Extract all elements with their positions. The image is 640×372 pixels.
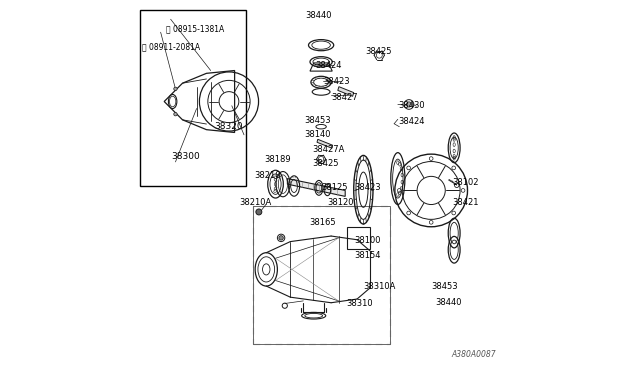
Polygon shape [317, 139, 333, 148]
Text: 38425: 38425 [365, 47, 392, 56]
Text: 38210: 38210 [255, 171, 281, 180]
Text: 38423: 38423 [324, 77, 350, 86]
Polygon shape [338, 87, 354, 96]
Text: 38424: 38424 [316, 61, 342, 70]
Text: 38425: 38425 [312, 159, 339, 168]
Text: 38453: 38453 [305, 116, 331, 125]
Text: 38423: 38423 [354, 183, 381, 192]
Bar [348, 227, 370, 249]
Text: 38154: 38154 [354, 251, 381, 260]
Circle shape [174, 112, 177, 116]
Text: 38210A: 38210A [239, 198, 271, 207]
Polygon shape [287, 179, 345, 196]
Text: 38102: 38102 [452, 178, 479, 187]
Bar [253, 206, 390, 343]
Text: 38165: 38165 [310, 218, 336, 227]
Circle shape [174, 87, 177, 90]
Text: 38310: 38310 [346, 299, 372, 308]
Text: 38300: 38300 [172, 152, 200, 161]
Text: 38424: 38424 [398, 117, 424, 126]
Text: 38440: 38440 [436, 298, 462, 307]
Text: 38421: 38421 [452, 198, 479, 207]
Text: 38189: 38189 [264, 155, 291, 164]
Text: 38427A: 38427A [312, 145, 344, 154]
Circle shape [406, 102, 412, 107]
Text: 38320: 38320 [214, 122, 243, 131]
Circle shape [256, 209, 262, 215]
Text: 38100: 38100 [354, 236, 381, 246]
Circle shape [279, 235, 284, 240]
Text: A380A0087: A380A0087 [451, 350, 496, 359]
Text: 38430: 38430 [398, 101, 424, 110]
Bar [253, 206, 390, 343]
Text: Ⓦ 08915-1381A: Ⓦ 08915-1381A [166, 24, 225, 33]
Text: 38125: 38125 [321, 183, 348, 192]
Text: 38120: 38120 [328, 198, 354, 207]
Text: 38140: 38140 [305, 130, 331, 140]
FancyBboxPatch shape [140, 10, 246, 186]
Text: 38310A: 38310A [364, 282, 396, 291]
Text: Ⓗ 08911-2081A: Ⓗ 08911-2081A [142, 42, 200, 51]
Text: 38440: 38440 [305, 11, 332, 20]
Text: 38427: 38427 [331, 93, 358, 102]
Text: 38453: 38453 [431, 282, 458, 291]
